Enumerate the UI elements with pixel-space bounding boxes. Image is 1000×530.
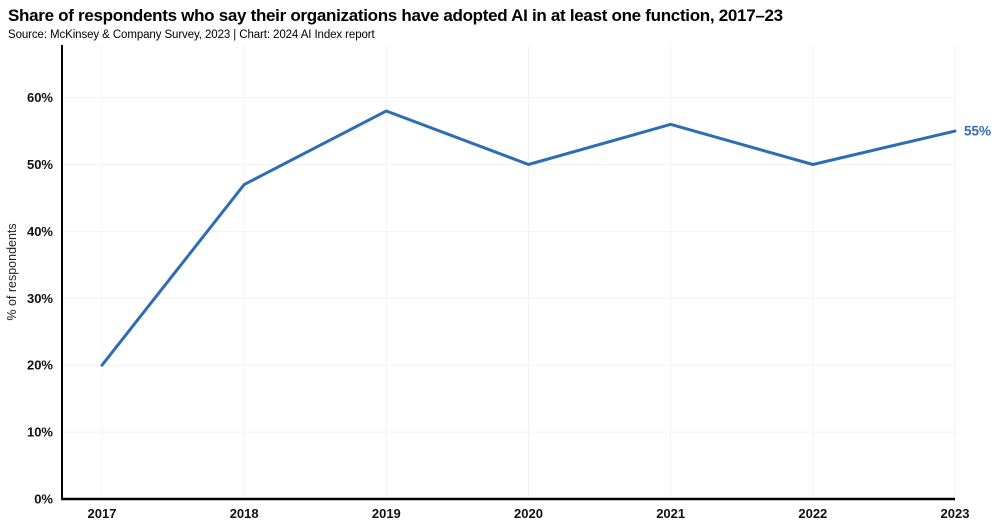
- last-point-value-label: 55%: [964, 124, 991, 139]
- data-line-series: [100, 109, 957, 367]
- y-tick-label: 40%: [27, 224, 53, 239]
- x-tick-label: 2019: [372, 506, 401, 521]
- x-tick-label: 2020: [514, 506, 543, 521]
- y-tick-label: 30%: [27, 291, 53, 306]
- y-tick-label: 0%: [34, 492, 53, 507]
- y-tick-label: 10%: [27, 425, 53, 440]
- y-tick-label: 50%: [27, 157, 53, 172]
- x-tick-label: 2021: [656, 506, 685, 521]
- x-tick-label: 2017: [88, 506, 117, 521]
- y-axis-title: % of respondents: [5, 223, 19, 320]
- chart-title: Share of respondents who say their organ…: [8, 6, 783, 25]
- x-tick-label: 2023: [941, 506, 970, 521]
- chart-source: Source: McKinsey & Company Survey, 2023 …: [8, 29, 375, 42]
- chart-header: Share of respondents who say their organ…: [8, 5, 992, 41]
- x-tick-label: 2018: [230, 506, 259, 521]
- y-tick-label: 20%: [27, 358, 53, 373]
- x-tick-label: 2022: [798, 506, 827, 521]
- y-tick-label: 60%: [27, 90, 53, 105]
